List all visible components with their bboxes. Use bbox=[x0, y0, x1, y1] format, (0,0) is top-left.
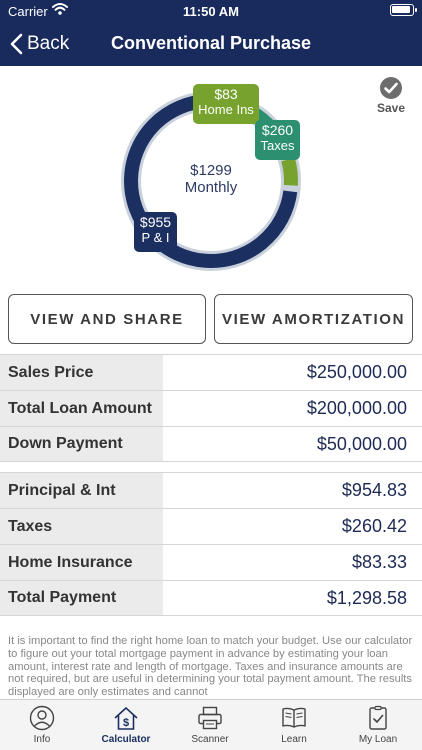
view-and-share-button[interactable]: VIEW AND SHARE bbox=[8, 294, 206, 344]
back-button[interactable]: Back bbox=[10, 30, 69, 58]
tab-bar: Info $ Calculator Scanner Learn bbox=[0, 699, 422, 750]
row-value: $250,000.00 bbox=[306, 362, 407, 382]
table-row: Home Insurance $83.33 bbox=[0, 544, 422, 580]
tab-label: Scanner bbox=[191, 734, 229, 745]
checklist-icon bbox=[369, 705, 387, 730]
pi-amount: $955 bbox=[139, 214, 172, 230]
status-bar: Carrier 11:50 AM bbox=[0, 0, 422, 22]
row-value: $260.42 bbox=[341, 516, 407, 536]
taxes-amount: $260 bbox=[261, 122, 294, 138]
save-label: Save bbox=[376, 101, 406, 115]
top-bar: Carrier 11:50 AM Back Conventional Purch… bbox=[0, 0, 422, 66]
checkmark-circle-icon bbox=[380, 77, 402, 99]
row-value: $200,000.00 bbox=[306, 398, 407, 418]
wifi-icon bbox=[52, 3, 68, 15]
tab-info[interactable]: Info bbox=[0, 700, 84, 750]
row-value: $954.83 bbox=[341, 480, 407, 500]
row-value: $1,298.58 bbox=[326, 587, 407, 608]
row-value: $50,000.00 bbox=[316, 433, 407, 454]
row-label: Principal & Int bbox=[0, 473, 163, 508]
row-label: Sales Price bbox=[0, 355, 163, 390]
payment-breakdown-table: Principal & Int $954.83 Taxes $260.42 Ho… bbox=[0, 472, 422, 616]
taxes-tag: $260 Taxes bbox=[255, 120, 300, 160]
table-row: Total Payment $1,298.58 bbox=[0, 580, 422, 616]
tab-label: Calculator bbox=[101, 734, 151, 745]
monthly-amount: $1299 bbox=[190, 162, 232, 179]
home-ins-amount: $83 bbox=[214, 86, 238, 102]
table-row: Taxes $260.42 bbox=[0, 508, 422, 544]
calculator-house-icon: $ bbox=[114, 707, 138, 730]
tab-label: Info bbox=[33, 734, 51, 745]
tab-label: Learn bbox=[281, 734, 307, 745]
chevron-left-icon bbox=[10, 33, 23, 55]
tab-learn[interactable]: Learn bbox=[252, 700, 336, 750]
pi-label: P & I bbox=[141, 230, 170, 245]
table-row: Down Payment $50,000.00 bbox=[0, 426, 422, 462]
disclaimer-text: It is important to find the right home l… bbox=[8, 635, 413, 699]
loan-details-table: Sales Price $250,000.00 Total Loan Amoun… bbox=[0, 354, 422, 462]
table-row: Total Loan Amount $200,000.00 bbox=[0, 390, 422, 426]
book-icon bbox=[282, 707, 306, 728]
pi-tag: $955 P & I bbox=[134, 212, 177, 252]
taxes-label: Taxes bbox=[260, 138, 295, 153]
row-label: Home Insurance bbox=[0, 545, 163, 580]
carrier-label: Carrier bbox=[8, 4, 48, 19]
back-label: Back bbox=[27, 33, 70, 54]
clock: 11:50 AM bbox=[183, 4, 239, 19]
row-label: Down Payment bbox=[0, 427, 163, 461]
row-value: $83.33 bbox=[351, 552, 407, 572]
home-ins-tag: $83 Home Ins bbox=[193, 84, 259, 124]
person-icon bbox=[29, 705, 55, 731]
tab-label: My Loan bbox=[358, 734, 398, 745]
row-label: Total Payment bbox=[0, 581, 163, 615]
save-button[interactable]: Save bbox=[372, 76, 410, 115]
tab-calculator[interactable]: $ Calculator bbox=[84, 700, 168, 750]
battery-icon bbox=[390, 4, 417, 16]
tab-my-loan[interactable]: My Loan bbox=[336, 700, 420, 750]
scanner-icon bbox=[198, 706, 222, 730]
tab-scanner[interactable]: Scanner bbox=[168, 700, 252, 750]
table-row: Sales Price $250,000.00 bbox=[0, 354, 422, 390]
navigation-bar: Back Conventional Purchase bbox=[0, 22, 422, 66]
view-amortization-button[interactable]: VIEW AMORTIZATION bbox=[214, 294, 413, 344]
row-label: Taxes bbox=[0, 509, 163, 544]
table-row: Principal & Int $954.83 bbox=[0, 472, 422, 508]
row-label: Total Loan Amount bbox=[0, 391, 163, 426]
monthly-label: Monthly bbox=[184, 179, 238, 196]
home-ins-label: Home Ins bbox=[198, 102, 254, 117]
svg-text:$: $ bbox=[123, 717, 129, 729]
donut-segment-ins bbox=[281, 157, 298, 186]
